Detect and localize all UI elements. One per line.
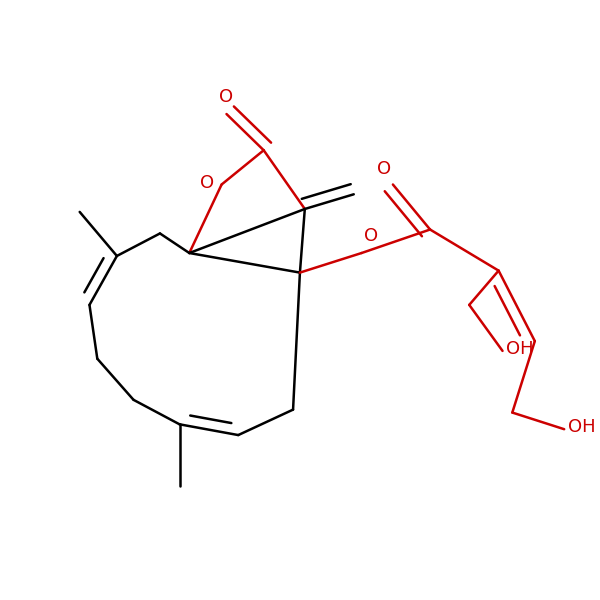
Text: O: O (377, 160, 391, 178)
Text: OH: OH (506, 340, 534, 358)
Text: O: O (200, 173, 214, 191)
Text: OH: OH (568, 418, 596, 436)
Text: O: O (220, 88, 233, 106)
Text: O: O (364, 227, 377, 245)
